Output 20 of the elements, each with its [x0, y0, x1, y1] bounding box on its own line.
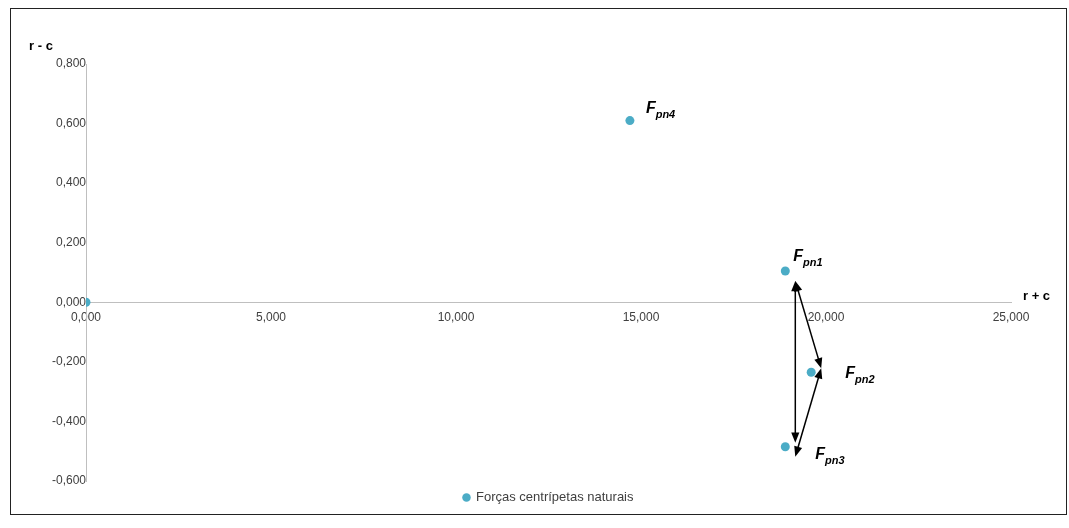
y-tick-label: -0,200 — [51, 354, 87, 369]
x-tick-label: 20,000 — [807, 309, 845, 324]
x-tick-label: 25,000 — [992, 309, 1030, 324]
y-tick-label: 0,800 — [55, 56, 87, 71]
y-tick-label: 0,000 — [55, 294, 87, 309]
y-tick-label: -0,400 — [51, 413, 87, 428]
x-tick-label: 10,000 — [437, 309, 475, 324]
point — [780, 266, 790, 276]
point — [625, 116, 635, 126]
legend-label: Forças centrípetas naturais — [475, 489, 635, 505]
y-tick-label: -0,600 — [51, 473, 87, 488]
x-axis-title: r + c — [1023, 288, 1051, 304]
y-tick-label: 0,400 — [55, 175, 87, 190]
point — [780, 442, 790, 452]
x-tick-label: 5,000 — [255, 309, 287, 324]
y-axis-title: r - c — [29, 38, 53, 53]
y-tick-label: 0,600 — [55, 115, 87, 130]
x-tick-label: 15,000 — [622, 309, 660, 324]
y-tick-label: 0,200 — [55, 235, 87, 250]
point — [806, 367, 816, 377]
